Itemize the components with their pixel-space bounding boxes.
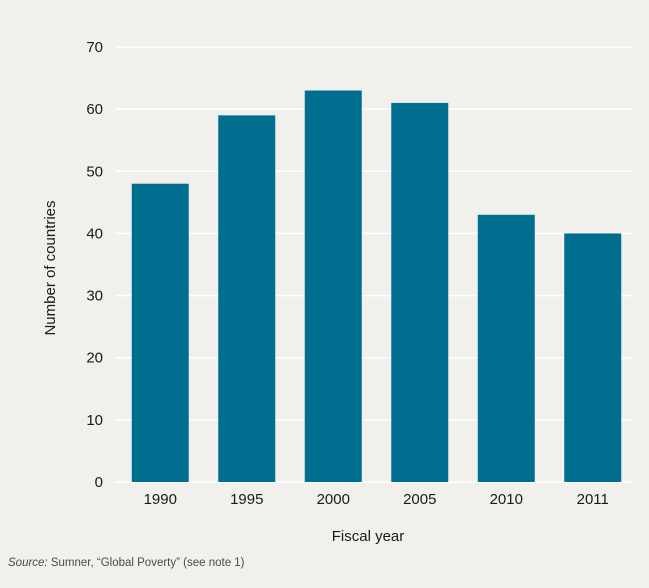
bar-2011 — [564, 233, 622, 482]
source-text: Sumner, “Global Poverty” (see note 1) — [50, 557, 245, 569]
x-tick-label-2011: 2011 — [577, 491, 609, 508]
y-tick-label: 50 — [86, 163, 103, 180]
y-axis-title: Number of countries — [42, 200, 59, 335]
bar-2000 — [304, 90, 362, 482]
bar-1990 — [131, 183, 189, 482]
x-tick-label-1995: 1995 — [230, 491, 263, 508]
bar-1995 — [218, 115, 276, 482]
gridlines — [115, 46, 633, 483]
source-note: Source: Sumner, “Global Poverty” (see no… — [8, 557, 245, 569]
y-tick-label: 60 — [86, 101, 103, 118]
y-axis-ticks: 0 10 20 30 40 50 60 70 — [86, 39, 103, 491]
y-tick-label: 30 — [86, 288, 103, 305]
bar-2005 — [391, 102, 449, 482]
y-tick-label: 10 — [86, 412, 103, 429]
x-tick-label-1990: 1990 — [144, 491, 177, 508]
x-tick-label-2010: 2010 — [490, 491, 523, 508]
source-label: Source: — [8, 557, 48, 569]
x-axis-ticks: 1990 1995 2000 2005 2010 2011 — [144, 491, 609, 508]
bars — [131, 90, 622, 483]
y-tick-label: 0 — [95, 474, 103, 491]
y-tick-label: 20 — [86, 350, 103, 367]
y-tick-label: 40 — [86, 225, 103, 242]
y-tick-label: 70 — [86, 39, 103, 56]
bar-2010 — [477, 214, 535, 483]
x-axis-title: Fiscal year — [332, 528, 405, 545]
x-tick-label-2005: 2005 — [403, 491, 436, 508]
x-tick-label-2000: 2000 — [317, 491, 350, 508]
